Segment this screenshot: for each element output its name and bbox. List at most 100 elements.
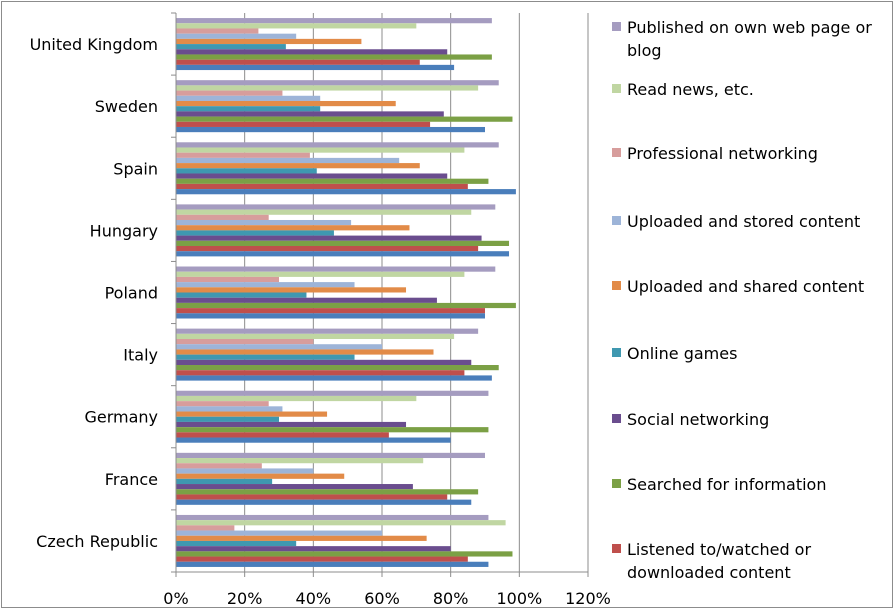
- bar: [176, 28, 259, 34]
- bar: [176, 354, 355, 360]
- legend-item: Uploaded and shared content: [612, 275, 892, 298]
- bar: [176, 183, 468, 190]
- bar: [176, 463, 262, 469]
- legend-swatch: [612, 348, 621, 357]
- legend-label: Published on own web page or blog: [627, 18, 872, 60]
- legend-label: Read news, etc.: [627, 80, 754, 99]
- category-label: Poland: [105, 284, 158, 303]
- bar: [176, 302, 516, 309]
- legend-label: Uploaded and shared content: [627, 277, 865, 296]
- bar: [176, 494, 448, 500]
- bar: [176, 530, 382, 536]
- legend-item: Uploaded and stored content: [612, 210, 892, 233]
- bar: [176, 427, 489, 433]
- bar: [176, 452, 485, 459]
- bar: [176, 230, 334, 236]
- bar: [176, 240, 510, 246]
- x-tick-label: 20%: [227, 589, 263, 608]
- bar: [176, 157, 400, 164]
- bar: [176, 375, 492, 381]
- x-tick-label: 80%: [433, 589, 469, 608]
- bar: [176, 484, 413, 490]
- bar: [176, 214, 269, 220]
- legend-swatch: [612, 22, 621, 31]
- legend-item: Social networking: [612, 408, 892, 431]
- bar: [176, 287, 407, 293]
- bar: [176, 406, 283, 412]
- bar: [176, 437, 451, 443]
- bar: [176, 416, 279, 422]
- bar: [176, 276, 279, 283]
- category-label: Germany: [84, 408, 158, 427]
- legend-label: Searched for information: [627, 475, 827, 494]
- x-tick-label: 0%: [163, 589, 188, 608]
- bar: [176, 370, 465, 376]
- legend-item: Professional networking: [612, 142, 892, 165]
- category-label: Italy: [123, 346, 158, 365]
- bar: [176, 225, 410, 231]
- bar: [176, 292, 307, 298]
- bar: [176, 266, 496, 272]
- bar: [176, 54, 492, 60]
- category-label: Sweden: [95, 97, 158, 116]
- legend-swatch: [612, 84, 621, 93]
- category-label: United Kingdom: [30, 35, 158, 54]
- bar: [176, 116, 513, 122]
- bar: [176, 49, 448, 55]
- bar: [176, 106, 321, 112]
- legend-item: Listened to/watched or downloaded conten…: [612, 538, 892, 584]
- bar: [176, 313, 485, 319]
- bar: [176, 333, 455, 340]
- bar: [176, 556, 468, 562]
- x-tick-label: 60%: [364, 589, 400, 608]
- bar: [176, 219, 352, 226]
- bar: [176, 520, 506, 526]
- legend-label: Listened to/watched or downloaded conten…: [627, 540, 812, 582]
- x-tick-label: 40%: [296, 589, 332, 608]
- bar: [176, 473, 345, 479]
- bar: [176, 395, 417, 402]
- bar: [176, 499, 472, 505]
- legend-item: Online games: [612, 342, 892, 365]
- bar: [176, 489, 479, 495]
- legend-label: Uploaded and stored content: [627, 212, 861, 231]
- bar: [176, 90, 283, 96]
- bar: [176, 282, 355, 288]
- bar: [176, 59, 420, 65]
- bar: [176, 421, 407, 428]
- bar: [176, 339, 314, 345]
- bar: [176, 546, 451, 552]
- bar: [176, 100, 396, 107]
- bar: [176, 95, 321, 101]
- category-label: Czech Republic: [36, 532, 158, 551]
- bar: [176, 349, 434, 355]
- bar: [176, 85, 479, 91]
- bar: [176, 458, 424, 464]
- legend-swatch: [612, 148, 621, 157]
- bar: [176, 23, 417, 29]
- bar: [176, 251, 510, 257]
- legend-swatch: [612, 479, 621, 488]
- bar: [176, 344, 382, 350]
- bar: [176, 308, 485, 314]
- bar: [176, 328, 479, 334]
- legend-label: Social networking: [627, 410, 770, 429]
- bar: [176, 271, 465, 277]
- bar: [176, 525, 235, 531]
- bar: [176, 551, 513, 557]
- bar: [176, 33, 297, 39]
- bar: [176, 432, 389, 438]
- bar: [176, 390, 489, 396]
- category-label: Spain: [113, 159, 158, 178]
- bar: [176, 80, 499, 86]
- legend-swatch: [612, 281, 621, 290]
- category-label: France: [105, 470, 158, 489]
- bar: [176, 173, 448, 179]
- legend-label: Online games: [627, 344, 738, 363]
- legend-item: Published on own web page or blog: [612, 16, 892, 62]
- bar: [176, 189, 516, 195]
- bar: [176, 514, 489, 521]
- bar: [176, 540, 297, 547]
- bar: [176, 18, 492, 24]
